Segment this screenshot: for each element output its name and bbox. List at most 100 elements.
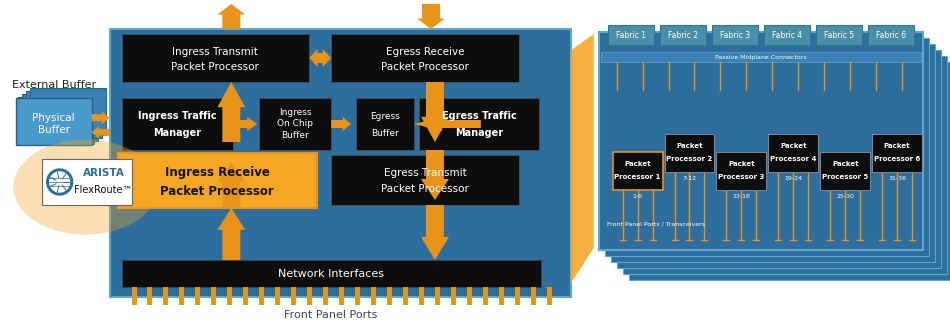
Polygon shape [91, 126, 109, 139]
Text: Manager: Manager [455, 128, 503, 138]
Bar [243, 287, 248, 305]
Polygon shape [309, 49, 332, 67]
Bar [613, 152, 662, 190]
Bar [276, 287, 280, 305]
Bar [42, 159, 131, 205]
Text: Buffer: Buffer [281, 131, 309, 140]
Bar [18, 97, 94, 144]
Text: 25-30: 25-30 [836, 194, 854, 200]
Bar [712, 25, 758, 45]
Text: Buffer: Buffer [38, 125, 69, 135]
Text: 19-24: 19-24 [785, 176, 803, 181]
Text: Egress Transmit: Egress Transmit [384, 167, 466, 177]
Circle shape [49, 172, 69, 192]
Bar [356, 98, 414, 150]
Bar [419, 98, 539, 150]
Text: Packet: Packet [676, 143, 703, 149]
Bar [163, 287, 168, 305]
Bar [323, 287, 328, 305]
Text: Fabric 6: Fabric 6 [876, 31, 905, 40]
Bar [109, 29, 571, 297]
Text: Processor 1: Processor 1 [615, 174, 661, 180]
Bar [387, 287, 392, 305]
Bar [499, 287, 504, 305]
Bar [211, 287, 217, 305]
Bar [764, 25, 809, 45]
Bar [196, 287, 200, 305]
Bar [665, 134, 714, 172]
Bar [180, 287, 184, 305]
Bar [660, 25, 706, 45]
Text: Fabric 1: Fabric 1 [617, 31, 646, 40]
Text: 31-36: 31-36 [888, 176, 906, 181]
Polygon shape [218, 82, 245, 142]
Bar [769, 134, 818, 172]
Text: Packet Processor: Packet Processor [161, 185, 275, 198]
Bar [118, 153, 317, 208]
Text: Egress: Egress [370, 112, 400, 121]
Text: Ingress Receive: Ingress Receive [165, 166, 270, 179]
Bar [332, 34, 519, 82]
Bar [617, 50, 941, 268]
Bar [355, 287, 360, 305]
Text: Processor 4: Processor 4 [770, 156, 817, 162]
Bar [483, 287, 488, 305]
Text: 1-6: 1-6 [633, 194, 642, 200]
Polygon shape [414, 117, 481, 131]
Bar [131, 287, 137, 305]
Text: Packet: Packet [884, 143, 910, 149]
Text: Physical: Physical [32, 113, 75, 123]
Polygon shape [332, 117, 352, 131]
Text: Front Panel Ports / Transceivers: Front Panel Ports / Transceivers [607, 222, 705, 227]
Text: Packet: Packet [780, 143, 807, 149]
Text: Buffer: Buffer [371, 129, 399, 138]
Text: Processor 5: Processor 5 [822, 174, 868, 180]
Text: On Chip: On Chip [277, 120, 314, 128]
Polygon shape [571, 34, 594, 284]
Text: Front Panel Ports: Front Panel Ports [284, 310, 378, 320]
Text: Egress Receive: Egress Receive [386, 47, 465, 57]
Bar [147, 287, 153, 305]
Text: Processor 2: Processor 2 [666, 156, 712, 162]
Text: Ingress Traffic: Ingress Traffic [138, 111, 217, 121]
Bar [600, 52, 922, 62]
Text: ARISTA: ARISTA [83, 168, 124, 178]
Bar [515, 287, 520, 305]
Text: Fabric 3: Fabric 3 [720, 31, 750, 40]
Text: Packet: Packet [728, 161, 754, 167]
Bar [820, 152, 870, 190]
Bar [122, 260, 541, 287]
Polygon shape [417, 4, 445, 29]
Bar [403, 287, 408, 305]
Text: Packet: Packet [832, 161, 859, 167]
Bar [419, 287, 424, 305]
Text: Processor 6: Processor 6 [874, 156, 921, 162]
Bar [598, 32, 923, 250]
Bar [622, 56, 947, 274]
Bar [608, 25, 654, 45]
Text: Manager: Manager [153, 128, 201, 138]
Bar [716, 152, 767, 190]
Bar [629, 62, 950, 280]
Polygon shape [218, 4, 245, 29]
Text: FlexRoute™: FlexRoute™ [74, 185, 133, 195]
Text: Ingress: Ingress [279, 108, 312, 117]
Text: Egress Traffic: Egress Traffic [442, 111, 516, 121]
Bar [611, 44, 935, 262]
Bar [332, 155, 519, 205]
Ellipse shape [13, 139, 158, 235]
Bar [22, 94, 98, 141]
Bar [451, 287, 456, 305]
Text: Packet Processor: Packet Processor [381, 62, 469, 72]
Polygon shape [218, 163, 245, 208]
Text: Passive Midplane Connectors: Passive Midplane Connectors [715, 55, 807, 59]
Polygon shape [91, 111, 109, 124]
Polygon shape [421, 150, 449, 200]
Polygon shape [234, 117, 257, 131]
Bar [259, 98, 332, 150]
Text: Fabric 4: Fabric 4 [771, 31, 802, 40]
Bar [816, 25, 862, 45]
Bar [435, 287, 440, 305]
Bar [872, 134, 922, 172]
Bar [604, 38, 929, 256]
